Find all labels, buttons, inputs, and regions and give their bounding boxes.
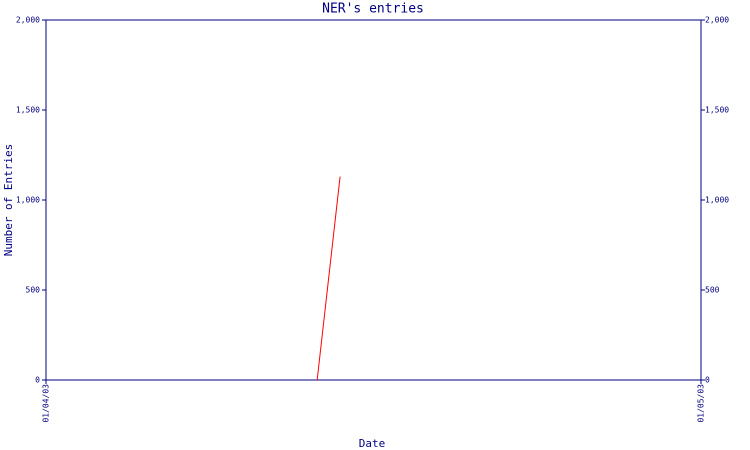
data-line [316, 176, 341, 381]
plot-frame [45, 19, 702, 381]
y-tick-label: 500 [26, 286, 41, 295]
y2-tick-label: 1,000 [705, 196, 729, 205]
chart-title: NER's entries [322, 2, 424, 17]
y2-tick-label: 0 [705, 376, 710, 385]
y-tick-label: 2,000 [16, 16, 40, 25]
y2-tick-label: 500 [705, 286, 720, 295]
y-tick-label: 0 [35, 376, 40, 385]
y2-tick-label: 1,500 [705, 106, 729, 115]
x-tick-label: 01/04/03 [42, 384, 51, 423]
y-axis-label: Number of Entries [2, 144, 15, 257]
x-tick-label: 01/05/03 [697, 384, 706, 423]
y-tick-label: 1,000 [16, 196, 40, 205]
y-tick-label: 1,500 [16, 106, 40, 115]
x-axis-label: Date [359, 437, 386, 450]
y2-tick-label: 2,000 [705, 16, 729, 25]
